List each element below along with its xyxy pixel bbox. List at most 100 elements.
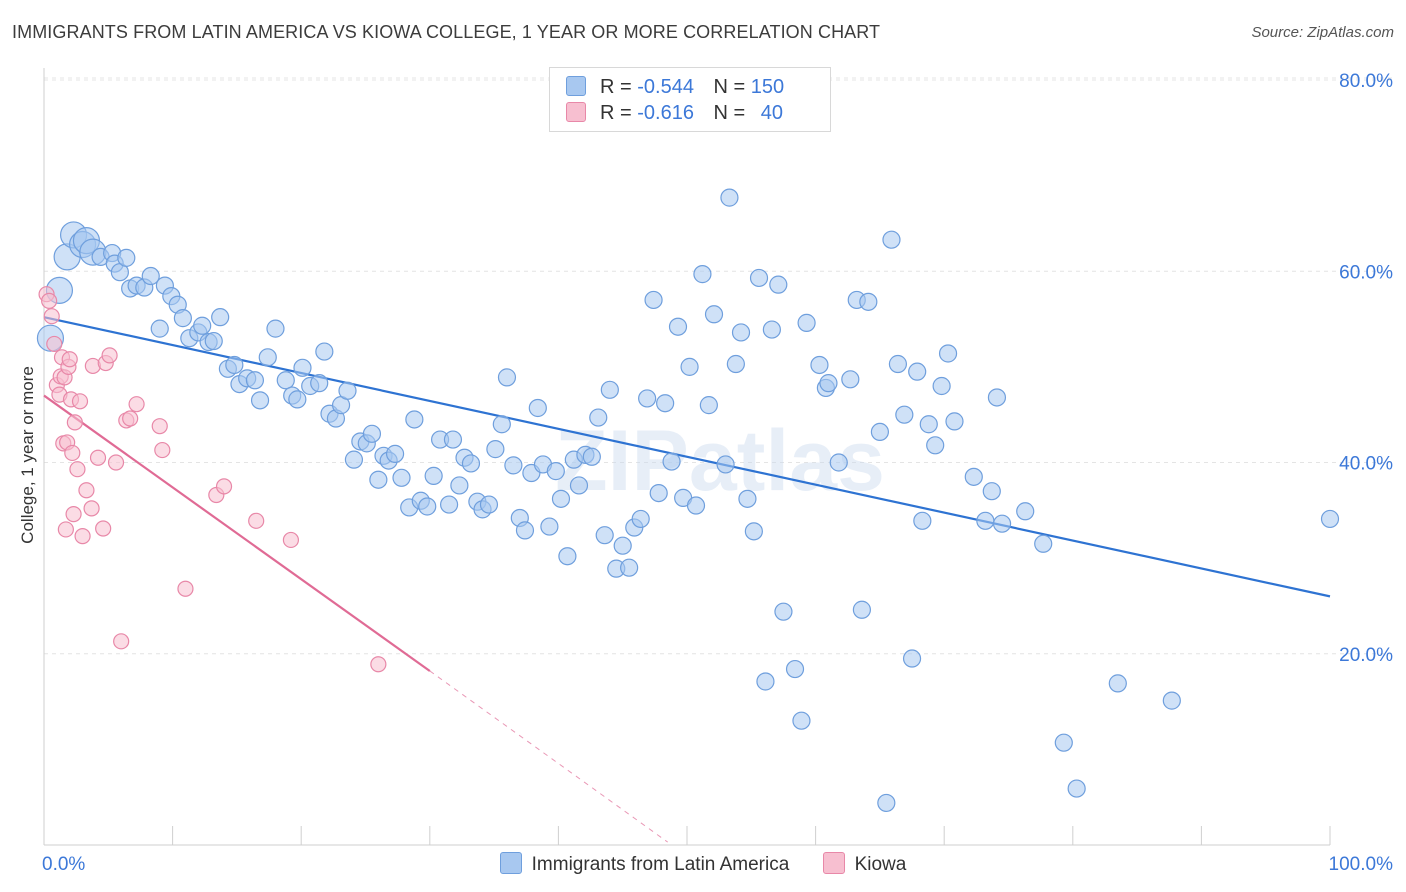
data-point-latin-america bbox=[515, 521, 535, 540]
data-point-latin-america bbox=[589, 408, 608, 427]
data-point-latin-america bbox=[225, 355, 244, 375]
data-point-latin-america bbox=[338, 381, 357, 400]
data-point-latin-america bbox=[699, 396, 718, 415]
trend-line-latin-america bbox=[43, 316, 1331, 598]
data-point-latin-america bbox=[731, 323, 751, 342]
data-point-latin-america bbox=[1162, 691, 1181, 710]
data-point-latin-america bbox=[908, 362, 927, 381]
data-point-latin-america bbox=[762, 320, 781, 339]
data-point-kiowa bbox=[61, 351, 78, 368]
data-point-kiowa bbox=[46, 335, 63, 353]
data-point-latin-america bbox=[829, 453, 848, 472]
data-point-latin-america bbox=[546, 462, 565, 481]
data-point-latin-america bbox=[551, 489, 571, 508]
legend-swatch-pink bbox=[566, 102, 586, 122]
data-point-latin-america bbox=[439, 495, 459, 514]
data-point-latin-america bbox=[992, 514, 1012, 533]
data-point-kiowa bbox=[128, 396, 145, 413]
data-point-kiowa bbox=[57, 521, 74, 538]
data-point-latin-america bbox=[716, 455, 735, 474]
y-tick-label: 80.0% bbox=[1339, 71, 1393, 92]
data-point-kiowa bbox=[83, 500, 100, 517]
x-tick-label: 100.0% bbox=[1329, 854, 1394, 875]
data-point-kiowa bbox=[154, 441, 171, 459]
data-point-latin-america bbox=[810, 355, 829, 375]
data-point-latin-america bbox=[141, 266, 160, 286]
data-point-latin-america bbox=[540, 517, 559, 536]
correlation-legend: R = -0.544 N = 150 R = -0.616 N = 40 bbox=[549, 67, 831, 132]
data-point-latin-america bbox=[882, 230, 901, 249]
data-point-kiowa bbox=[64, 444, 81, 462]
data-point-latin-america bbox=[450, 476, 469, 495]
y-tick-label: 40.0% bbox=[1339, 454, 1393, 475]
trend-line-kiowa bbox=[43, 394, 431, 672]
data-point-latin-america bbox=[310, 374, 329, 393]
data-point-latin-america bbox=[569, 476, 589, 495]
data-point-kiowa bbox=[177, 580, 194, 597]
data-point-latin-america bbox=[964, 467, 983, 486]
data-point-kiowa bbox=[41, 292, 58, 309]
data-point-kiowa bbox=[71, 393, 89, 410]
data-point-latin-america bbox=[744, 522, 763, 541]
data-point-latin-america bbox=[704, 305, 724, 324]
y-tick-label: 20.0% bbox=[1339, 645, 1393, 666]
data-point-latin-america bbox=[211, 308, 230, 327]
points-latin-america bbox=[36, 188, 1340, 813]
data-point-latin-america bbox=[204, 331, 223, 351]
data-point-latin-america bbox=[870, 422, 890, 441]
data-point-latin-america bbox=[686, 496, 706, 515]
trend-blue-group bbox=[43, 316, 1331, 598]
data-point-latin-america bbox=[173, 309, 192, 328]
legend-swatch-blue bbox=[566, 76, 586, 96]
data-point-latin-america bbox=[461, 454, 481, 473]
legend-row-pink: R = -0.616 N = 40 bbox=[566, 102, 783, 126]
legend-n-label: N = bbox=[713, 102, 746, 124]
data-point-latin-america bbox=[392, 468, 411, 487]
data-point-latin-america bbox=[919, 415, 938, 434]
data-point-latin-america bbox=[877, 793, 896, 813]
data-point-latin-america bbox=[266, 319, 285, 338]
legend-n-value: 40 bbox=[760, 102, 784, 124]
data-point-latin-america bbox=[656, 394, 675, 413]
data-point-latin-america bbox=[738, 489, 757, 508]
data-point-latin-america bbox=[638, 389, 657, 408]
data-point-latin-america bbox=[902, 649, 922, 668]
data-point-latin-america bbox=[797, 313, 816, 332]
data-point-latin-america bbox=[600, 380, 619, 399]
data-point-latin-america bbox=[288, 390, 307, 409]
data-point-latin-america bbox=[774, 602, 793, 621]
data-point-latin-america bbox=[945, 412, 964, 431]
data-point-latin-america bbox=[620, 558, 639, 577]
data-point-latin-america bbox=[418, 497, 437, 516]
legend-label: Kiowa bbox=[854, 854, 907, 875]
chart-title: IMMIGRANTS FROM LATIN AMERICA VS KIOWA C… bbox=[12, 22, 881, 42]
data-point-latin-america bbox=[888, 354, 908, 374]
data-point-latin-america bbox=[1108, 674, 1127, 693]
data-point-latin-america bbox=[926, 436, 945, 455]
data-point-latin-america bbox=[528, 398, 547, 418]
data-point-latin-america bbox=[792, 711, 811, 730]
data-point-latin-america bbox=[245, 371, 265, 390]
data-point-latin-america bbox=[1016, 502, 1035, 521]
data-point-latin-america bbox=[769, 275, 788, 294]
legend-swatch-pink bbox=[822, 852, 845, 874]
data-point-latin-america bbox=[315, 342, 334, 361]
data-point-latin-america bbox=[276, 371, 295, 390]
data-point-latin-america bbox=[117, 248, 136, 267]
legend-swatch-blue bbox=[499, 852, 522, 874]
data-point-latin-america bbox=[479, 495, 499, 514]
data-point-latin-america bbox=[385, 444, 405, 463]
data-point-latin-america bbox=[150, 319, 169, 338]
data-point-latin-america bbox=[895, 405, 914, 424]
data-point-latin-america bbox=[595, 526, 614, 545]
trend-pink-group bbox=[43, 394, 669, 843]
legend-r-value: -0.616 bbox=[637, 102, 694, 124]
data-point-latin-america bbox=[987, 388, 1007, 407]
axis-ticks: 0.0% 100.0% bbox=[42, 826, 1393, 875]
y-tick-label: 60.0% bbox=[1339, 262, 1393, 283]
data-point-latin-america bbox=[504, 456, 523, 475]
source-credit: Source: ZipAtlas.com bbox=[1251, 24, 1394, 41]
series-legend: Immigrants from Latin America Kiowa bbox=[0, 852, 1406, 876]
legend-label: Immigrants from Latin America bbox=[531, 854, 790, 875]
